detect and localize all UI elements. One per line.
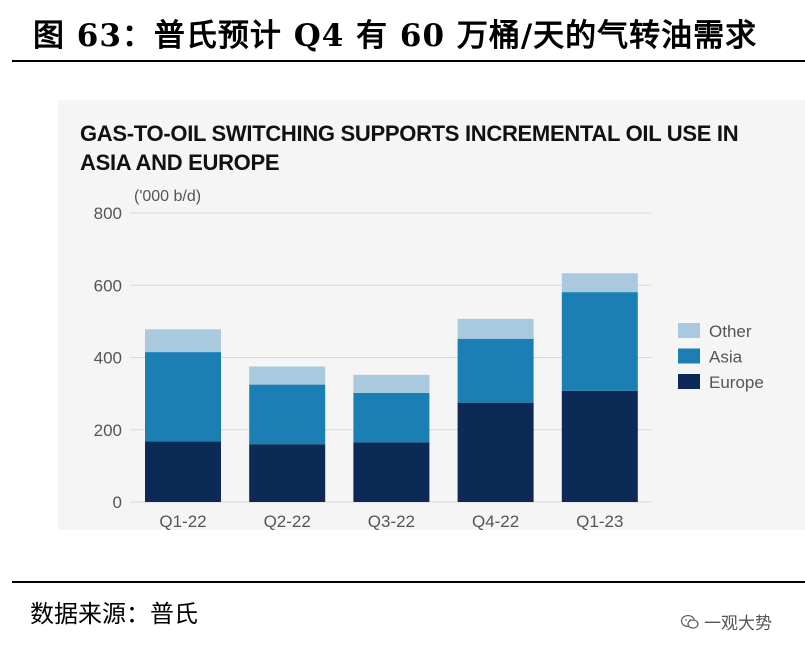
bar-europe-q2-22 bbox=[249, 444, 326, 502]
bar-other-q3-22 bbox=[353, 374, 430, 393]
legend-swatch-other bbox=[678, 323, 700, 338]
legend-label-europe: Europe bbox=[709, 373, 764, 392]
x-tick-label: Q2-22 bbox=[264, 512, 311, 531]
y-tick-label: 200 bbox=[94, 421, 122, 440]
y-tick-label: 0 bbox=[113, 493, 122, 512]
legend-label-asia: Asia bbox=[709, 348, 743, 367]
y-axis-unit-label: ('000 b/d) bbox=[134, 188, 201, 205]
bar-other-q1-22 bbox=[145, 329, 221, 353]
bar-asia-q2-22 bbox=[249, 384, 326, 445]
x-tick-label: Q4-22 bbox=[472, 512, 519, 531]
bar-asia-q3-22 bbox=[353, 392, 430, 443]
bar-other-q2-22 bbox=[249, 366, 326, 385]
bar-asia-q1-22 bbox=[145, 352, 221, 442]
bar-europe-q1-23 bbox=[561, 390, 638, 502]
wechat-icon bbox=[680, 614, 699, 629]
x-tick-label: Q3-22 bbox=[368, 512, 415, 531]
source-note: 数据来源：普氏 bbox=[30, 600, 198, 628]
bar-other-q1-23 bbox=[561, 273, 638, 293]
y-tick-label: 800 bbox=[94, 204, 122, 223]
watermark-text: 一观大势 bbox=[704, 614, 772, 634]
watermark: 一观大势 bbox=[680, 609, 772, 634]
bar-asia-q1-23 bbox=[561, 292, 638, 391]
bar-other-q4-22 bbox=[457, 318, 534, 339]
bar-asia-q4-22 bbox=[457, 338, 534, 403]
legend-swatch-europe bbox=[678, 374, 700, 389]
legend-swatch-asia bbox=[678, 348, 700, 364]
bar-europe-q4-22 bbox=[457, 402, 534, 502]
bottom-rule bbox=[12, 581, 805, 583]
legend-label-other: Other bbox=[709, 322, 752, 341]
figure-title: 图 63：普氏预计 Q4 有 60 万桶/天的气转油需求 bbox=[33, 18, 758, 54]
y-tick-label: 600 bbox=[94, 276, 122, 295]
chart-title: GAS-TO-OIL SWITCHING SUPPORTS INCREMENTA… bbox=[80, 121, 739, 175]
top-rule bbox=[12, 60, 805, 62]
x-tick-label: Q1-22 bbox=[159, 512, 206, 531]
bar-europe-q1-22 bbox=[145, 441, 221, 502]
y-tick-label: 400 bbox=[94, 349, 122, 368]
bar-europe-q3-22 bbox=[353, 442, 430, 502]
x-tick-label: Q1-23 bbox=[576, 512, 623, 531]
